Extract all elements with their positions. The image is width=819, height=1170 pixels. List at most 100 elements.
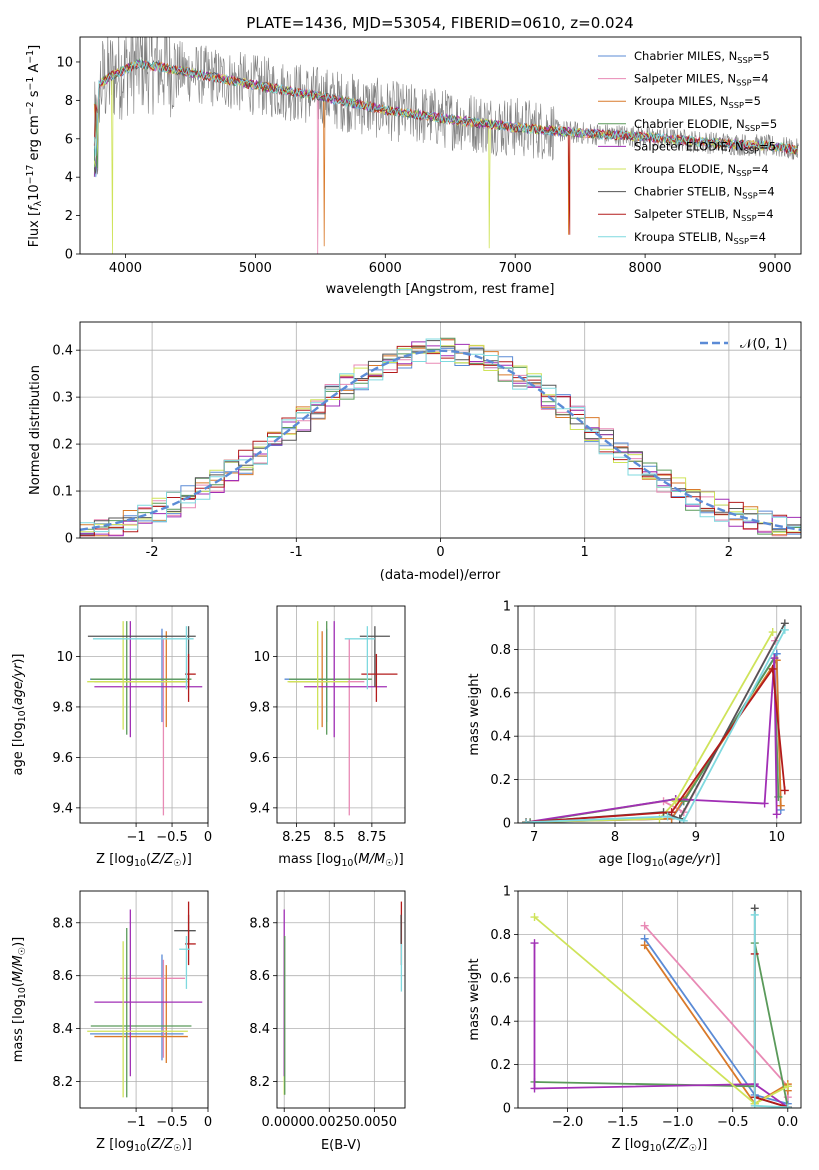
weight-marker-kroupa_stelib (750, 910, 759, 919)
label-part: 10 (341, 858, 353, 869)
normal-curve (79, 349, 802, 531)
label-part: ( (146, 1137, 151, 1152)
label-part: SSP (736, 78, 751, 88)
mass-vs-ebv-panel: 0.0000 0.0025 0.0050 8.2 8.4 8.6 8.8 E(B-V) (249, 890, 406, 1153)
weight-marker-salpeter_stelib (768, 664, 777, 673)
label-part: mass [log (278, 852, 341, 867)
weight-marker-salpeter_stelib (667, 808, 676, 817)
label-part: =4 (757, 207, 774, 221)
label-part: Chabrier MILES, N (634, 49, 737, 63)
label-part: Salpeter MILES, N (634, 72, 736, 86)
y-axis-label: mass [log10(M/M☉)] (11, 937, 28, 1063)
label-part: erg cm (27, 115, 42, 164)
x-tick-label: −0.5 (156, 1115, 188, 1130)
label-part: =5 (753, 49, 770, 63)
x-tick-label: −0.5 (717, 1115, 749, 1130)
axes-frame (79, 321, 802, 539)
y-tick-label: 0 (503, 817, 511, 832)
y-tick-label: 1 (503, 600, 511, 615)
weight-line-chabrier_stelib (753, 908, 789, 1108)
legend-entry-kroupa_stelib: Kroupa STELIB, NSSP=4 (634, 230, 766, 246)
weight-marker-salpeter_miles (640, 921, 649, 930)
legend-entry-normal: 𝒩(0, 1) (740, 337, 787, 352)
weight-line-salpeter_stelib (526, 666, 786, 823)
axes-frame (517, 890, 802, 1109)
x-tick-label: 8 (611, 830, 619, 845)
error-bars (283, 901, 403, 1095)
label-part: SSP (734, 236, 749, 246)
label-part: 10 (27, 184, 42, 201)
x-tick-label: 2 (725, 545, 733, 560)
weight-marker-kroupa_miles (776, 801, 785, 810)
weight-marker-salpeter_elodie (760, 799, 769, 808)
y-tick-label: 8.8 (52, 916, 73, 931)
label-part: λ (33, 200, 44, 206)
label-part: −1 (25, 77, 36, 91)
y-tick-label: 4 (65, 171, 73, 186)
y-tick-label: 0.8 (490, 643, 511, 658)
y-tick-label: 10 (56, 650, 73, 665)
y-tick-label: 0.1 (52, 485, 73, 500)
y-tick-label: 8.6 (52, 969, 73, 984)
y-tick-label: 0.6 (490, 971, 511, 986)
weight-marker-kroupa_elodie (783, 1082, 792, 1091)
y-tick-label: 8.4 (52, 1022, 73, 1037)
axes-frame (79, 890, 209, 1109)
label-part: =4 (758, 185, 775, 199)
label-part: f (27, 204, 42, 211)
label-part: Chabrier ELODIE, N (634, 117, 745, 131)
label-part: 10 (134, 1143, 146, 1154)
legend-entry-kroupa_miles: Kroupa MILES, NSSP=5 (634, 94, 761, 110)
error-bars (87, 901, 203, 1098)
label-part: s (27, 90, 42, 101)
weight-marker-kroupa_elodie (530, 913, 539, 922)
weight-lines (522, 619, 789, 823)
label-part: Z/Z (666, 1137, 690, 1152)
y-tick-label: 8.2 (52, 1075, 73, 1090)
legend-entry-chabrier_miles: Chabrier MILES, NSSP=5 (634, 49, 770, 65)
x-axis-label: Z [log10(Z/Z☉)] (96, 1137, 192, 1154)
spectrum-title: PLATE=1436, MJD=53054, FIBERID=0610, z=0… (246, 14, 633, 32)
label-part: ☉ (689, 1143, 697, 1154)
y-tick-label: 8.2 (249, 1075, 270, 1090)
weight-line-salpeter_miles (529, 640, 776, 823)
label-part: =4 (752, 72, 769, 86)
x-tick-label: −1 (127, 830, 146, 845)
weight-marker-kroupa_miles (640, 941, 649, 950)
y-tick-label: 0.2 (490, 773, 511, 788)
x-tick-label: 7 (530, 830, 538, 845)
label-part: 10 (650, 1143, 662, 1154)
label-part: 10 (134, 858, 146, 869)
y-tick-label: 0.2 (52, 438, 73, 453)
label-part: M/M (358, 852, 385, 867)
x-tick-label: 6000 (369, 261, 402, 276)
weight-y-label: mass weight (467, 673, 482, 755)
x-tick-label: -1 (290, 545, 303, 560)
label-part: SSP (736, 168, 751, 178)
label-part: ( (146, 852, 151, 867)
y-tick-label: 9.6 (249, 751, 270, 766)
label-part: age [log (11, 722, 26, 775)
y-tick-label: 0 (65, 532, 73, 547)
x-tick-label: 9 (692, 830, 700, 845)
label-part: 10 (17, 710, 28, 722)
label-part: ( (662, 1137, 667, 1152)
y-tick-label: 0 (65, 248, 73, 263)
weight-line-kroupa_elodie (526, 631, 774, 823)
label-part: ] (27, 45, 42, 50)
y-tick-label: 9.4 (52, 801, 73, 816)
x-tick-label: 1 (581, 545, 589, 560)
axes-frame (276, 890, 406, 1109)
y-tick-label: 0.4 (52, 344, 73, 359)
label-part: 10 (17, 987, 28, 999)
label-part: ( (353, 852, 358, 867)
label-part: =4 (749, 230, 766, 244)
x-tick-label: 4000 (109, 261, 142, 276)
y-tick-label: 9.8 (52, 700, 73, 715)
label-part: =5 (759, 139, 776, 153)
label-part: Kroupa ELODIE, N (634, 162, 736, 176)
residual-x-label: (data-model)/error (380, 568, 501, 583)
weight-marker-kroupa_stelib (783, 1103, 792, 1108)
